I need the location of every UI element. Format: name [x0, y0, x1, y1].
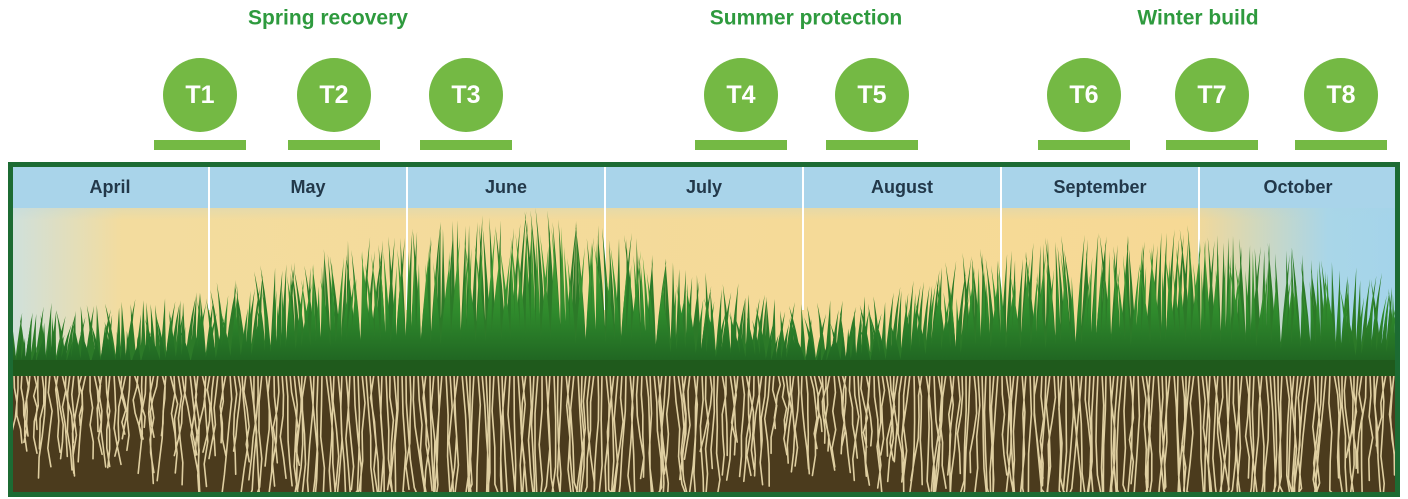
treatment-label: T1 — [185, 81, 214, 109]
month-label: May — [290, 177, 325, 197]
phase-label: Summer protection — [710, 7, 903, 30]
treatment-bar — [420, 140, 512, 150]
phase-label: Spring recovery — [248, 7, 408, 30]
scene: April May June July August September October — [0, 165, 1408, 497]
treatment-label: T6 — [1069, 81, 1098, 109]
month-label: April — [89, 177, 130, 197]
seasonal-diagram: April May June July August September October S… — [0, 0, 1408, 499]
month-label: August — [871, 177, 933, 197]
treatment-label: T3 — [451, 81, 480, 109]
treatment-bar — [1295, 140, 1387, 150]
phase-label: Winter build — [1137, 7, 1258, 30]
treatment-bar — [1038, 140, 1130, 150]
month-label: June — [485, 177, 527, 197]
treatments: Spring recovery Summer protection Winter b… — [154, 7, 1387, 150]
month-label: September — [1053, 177, 1146, 197]
treatment-bar — [288, 140, 380, 150]
page: {"phases": [{"label": "Spring recovery"}… — [0, 0, 1408, 499]
treatment-label: T5 — [857, 81, 886, 109]
treatment-label: T7 — [1197, 81, 1226, 109]
treatment-label: T8 — [1326, 81, 1355, 109]
month-label: October — [1263, 177, 1332, 197]
treatment-bar — [1166, 140, 1258, 150]
thatch — [11, 360, 1397, 376]
treatment-label: T4 — [726, 81, 755, 109]
month-label: July — [686, 177, 722, 197]
treatment-bar — [826, 140, 918, 150]
treatment-bar — [154, 140, 246, 150]
treatment-label: T2 — [319, 81, 348, 109]
treatment-bar — [695, 140, 787, 150]
